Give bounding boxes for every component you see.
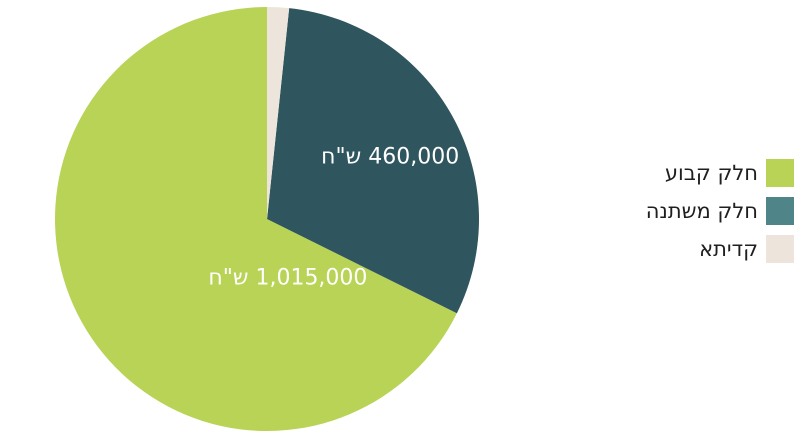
legend-item-fixed: חלק קבוע bbox=[604, 154, 794, 192]
legend-label-kadita: קדיתא bbox=[699, 237, 758, 261]
legend-label-variable: חלק משתנה bbox=[645, 199, 758, 223]
pie-slice-kadita bbox=[267, 7, 290, 219]
legend-item-kadita: קדיתא bbox=[604, 230, 794, 268]
legend-swatch-kadita bbox=[766, 235, 794, 263]
chart-legend: חלק קבוע חלק משתנה קדיתא bbox=[604, 154, 794, 268]
slice-label-variable: 460,000 ש"ח bbox=[321, 145, 459, 170]
legend-label-fixed: חלק קבוע bbox=[664, 161, 758, 185]
legend-swatch-fixed bbox=[766, 159, 794, 187]
legend-swatch-variable bbox=[766, 197, 794, 225]
slice-label-fixed: 1,015,000 ש"ח bbox=[208, 266, 367, 291]
pie-slice-variable bbox=[267, 8, 479, 314]
legend-item-variable: חלק משתנה bbox=[604, 192, 794, 230]
pie-slice-fixed bbox=[54, 7, 457, 431]
